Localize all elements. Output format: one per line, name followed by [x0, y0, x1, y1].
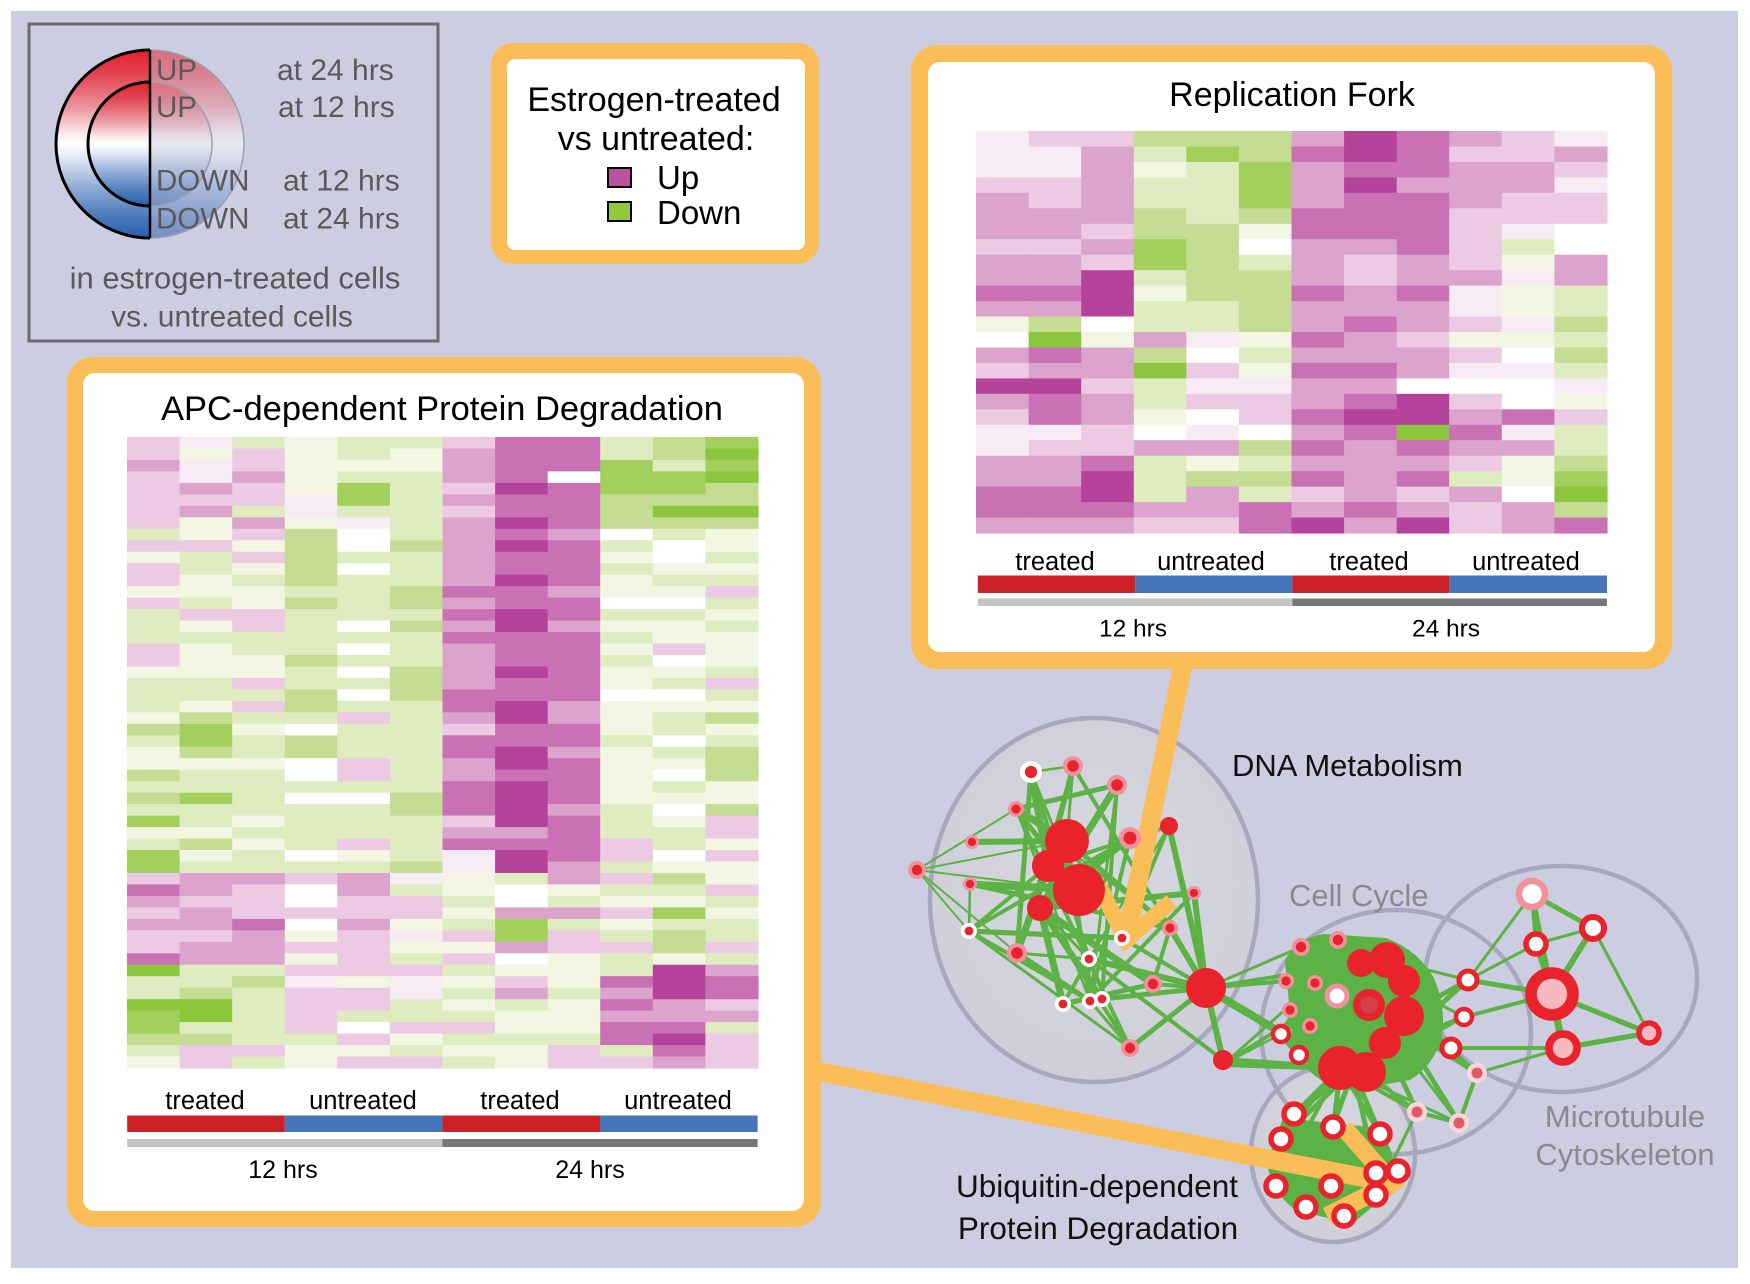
svg-text:Replication Fork: Replication Fork	[1169, 76, 1416, 114]
svg-text:DNA Metabolism: DNA Metabolism	[1232, 748, 1463, 783]
svg-text:Up: Up	[657, 159, 699, 196]
svg-text:treated: treated	[1015, 548, 1094, 576]
svg-text:untreated: untreated	[624, 1087, 732, 1115]
svg-text:12 hrs: 12 hrs	[248, 1156, 317, 1184]
svg-text:DOWN: DOWN	[156, 203, 249, 236]
svg-text:Ubiquitin-dependent: Ubiquitin-dependent	[956, 1168, 1238, 1204]
svg-text:treated: treated	[1329, 548, 1408, 576]
svg-text:vs untreated:: vs untreated:	[558, 120, 755, 158]
svg-text:treated: treated	[165, 1087, 244, 1115]
svg-text:Microtubule: Microtubule	[1545, 1099, 1705, 1134]
svg-text:Protein Degradation: Protein Degradation	[958, 1210, 1238, 1246]
svg-text:at 24 hrs: at 24 hrs	[277, 54, 394, 87]
svg-text:vs. untreated cells: vs. untreated cells	[111, 301, 353, 334]
svg-text:UP: UP	[156, 91, 197, 124]
svg-text:at 12 hrs: at 12 hrs	[283, 165, 400, 198]
svg-text:Cell Cycle: Cell Cycle	[1289, 878, 1429, 913]
svg-text:treated: treated	[480, 1087, 559, 1115]
svg-text:24 hrs: 24 hrs	[1412, 616, 1480, 643]
svg-text:Estrogen-treated: Estrogen-treated	[527, 81, 780, 119]
svg-text:24 hrs: 24 hrs	[555, 1156, 624, 1184]
svg-text:at 24 hrs: at 24 hrs	[283, 203, 400, 236]
svg-text:untreated: untreated	[309, 1087, 417, 1115]
svg-text:untreated: untreated	[1472, 548, 1580, 576]
svg-text:Down: Down	[657, 194, 741, 231]
svg-text:APC-dependent Protein Degradat: APC-dependent Protein Degradation	[161, 390, 723, 428]
svg-text:Cytoskeleton: Cytoskeleton	[1535, 1137, 1714, 1172]
svg-text:at 12 hrs: at 12 hrs	[278, 91, 395, 124]
svg-text:in estrogen-treated cells: in estrogen-treated cells	[70, 261, 401, 296]
svg-text:DOWN: DOWN	[156, 165, 249, 198]
svg-text:12 hrs: 12 hrs	[1099, 616, 1167, 643]
svg-text:untreated: untreated	[1157, 548, 1265, 576]
svg-text:UP: UP	[156, 54, 197, 87]
